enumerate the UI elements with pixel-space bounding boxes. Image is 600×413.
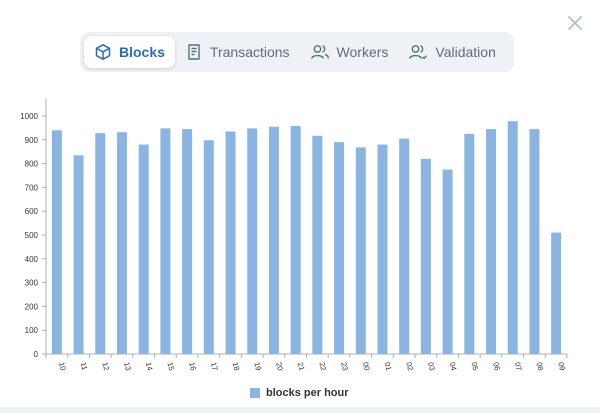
bar-11 <box>73 155 84 354</box>
y-tick-label: 300 <box>25 279 39 288</box>
close-button[interactable] <box>566 14 584 32</box>
tab-workers-label: Workers <box>336 44 389 60</box>
tab-workers[interactable]: Workers <box>300 36 399 68</box>
x-tick-label: 18 <box>231 361 242 371</box>
x-tick-label: 03 <box>426 361 437 371</box>
x-tick-label: 07 <box>513 361 524 371</box>
x-tick-label: 12 <box>100 361 111 371</box>
users-check-icon <box>409 45 428 60</box>
tab-validation-label: Validation <box>435 44 496 60</box>
y-tick-label: 700 <box>25 183 39 192</box>
x-tick-label: 17 <box>209 361 220 371</box>
cube-icon <box>95 44 111 60</box>
bar-00 <box>355 147 366 354</box>
bar-04 <box>442 169 453 354</box>
bar-05 <box>464 133 475 354</box>
bar-19 <box>247 128 258 354</box>
x-tick-label: 19 <box>252 361 263 371</box>
x-tick-label: 10 <box>57 361 68 371</box>
bar-12 <box>95 133 106 354</box>
y-tick-label: 0 <box>34 350 39 359</box>
x-tick-label: 20 <box>274 361 285 371</box>
receipt-icon <box>188 44 200 60</box>
x-tick-label: 21 <box>296 361 307 371</box>
close-icon <box>568 16 582 30</box>
legend-label: blocks per hour <box>266 387 349 399</box>
y-tick-label: 900 <box>25 136 39 145</box>
bar-17 <box>203 140 214 354</box>
bar-15 <box>160 128 171 354</box>
bar-13 <box>116 132 127 354</box>
bar-22 <box>312 135 323 354</box>
x-tick-label: 08 <box>535 361 546 371</box>
x-tick-label: 01 <box>383 361 394 371</box>
x-tick-label: 14 <box>144 361 155 371</box>
y-tick-label: 500 <box>25 231 39 240</box>
y-tick-label: 800 <box>25 160 39 169</box>
y-tick-label: 1000 <box>20 112 38 121</box>
tab-blocks-label: Blocks <box>119 44 165 60</box>
bar-18 <box>225 131 236 354</box>
x-tick-label: 15 <box>165 361 176 371</box>
x-tick-label: 00 <box>361 361 372 371</box>
bar-21 <box>290 125 301 354</box>
bar-20 <box>268 126 279 355</box>
x-tick-label: 04 <box>448 361 459 371</box>
bar-16 <box>182 129 193 354</box>
x-tick-label: 22 <box>317 361 328 371</box>
tab-blocks[interactable]: Blocks <box>84 36 175 68</box>
bar-06 <box>486 129 497 354</box>
bar-01 <box>377 144 388 354</box>
legend-swatch <box>250 388 260 398</box>
x-tick-label: 06 <box>491 361 502 371</box>
bar-07 <box>507 121 518 355</box>
tab-validation[interactable]: Validation <box>398 36 505 68</box>
bar-23 <box>334 142 345 354</box>
bar-14 <box>138 144 149 354</box>
tab-bar: Blocks Transactions Workers Validation <box>80 32 514 72</box>
bar-09 <box>551 232 562 354</box>
y-tick-label: 100 <box>25 326 39 335</box>
x-tick-label: 11 <box>79 361 90 371</box>
tab-transactions[interactable]: Transactions <box>175 36 300 68</box>
x-tick-label: 05 <box>469 361 480 371</box>
x-tick-label: 09 <box>556 361 567 371</box>
x-tick-label: 02 <box>404 361 415 371</box>
tab-transactions-label: Transactions <box>209 44 290 60</box>
bar-02 <box>399 138 410 354</box>
x-tick-label: 13 <box>122 361 133 371</box>
bar-08 <box>529 129 540 354</box>
chart-legend: blocks per hour <box>250 386 349 400</box>
y-tick-label: 400 <box>25 255 39 264</box>
x-tick-label: 23 <box>339 361 350 371</box>
bottom-strip <box>0 407 600 413</box>
x-tick-label: 16 <box>187 361 198 371</box>
y-tick-label: 200 <box>25 302 39 311</box>
bar-03 <box>420 158 431 354</box>
y-tick-label: 600 <box>25 207 39 216</box>
bar-10 <box>51 130 62 354</box>
users-icon <box>310 45 329 59</box>
